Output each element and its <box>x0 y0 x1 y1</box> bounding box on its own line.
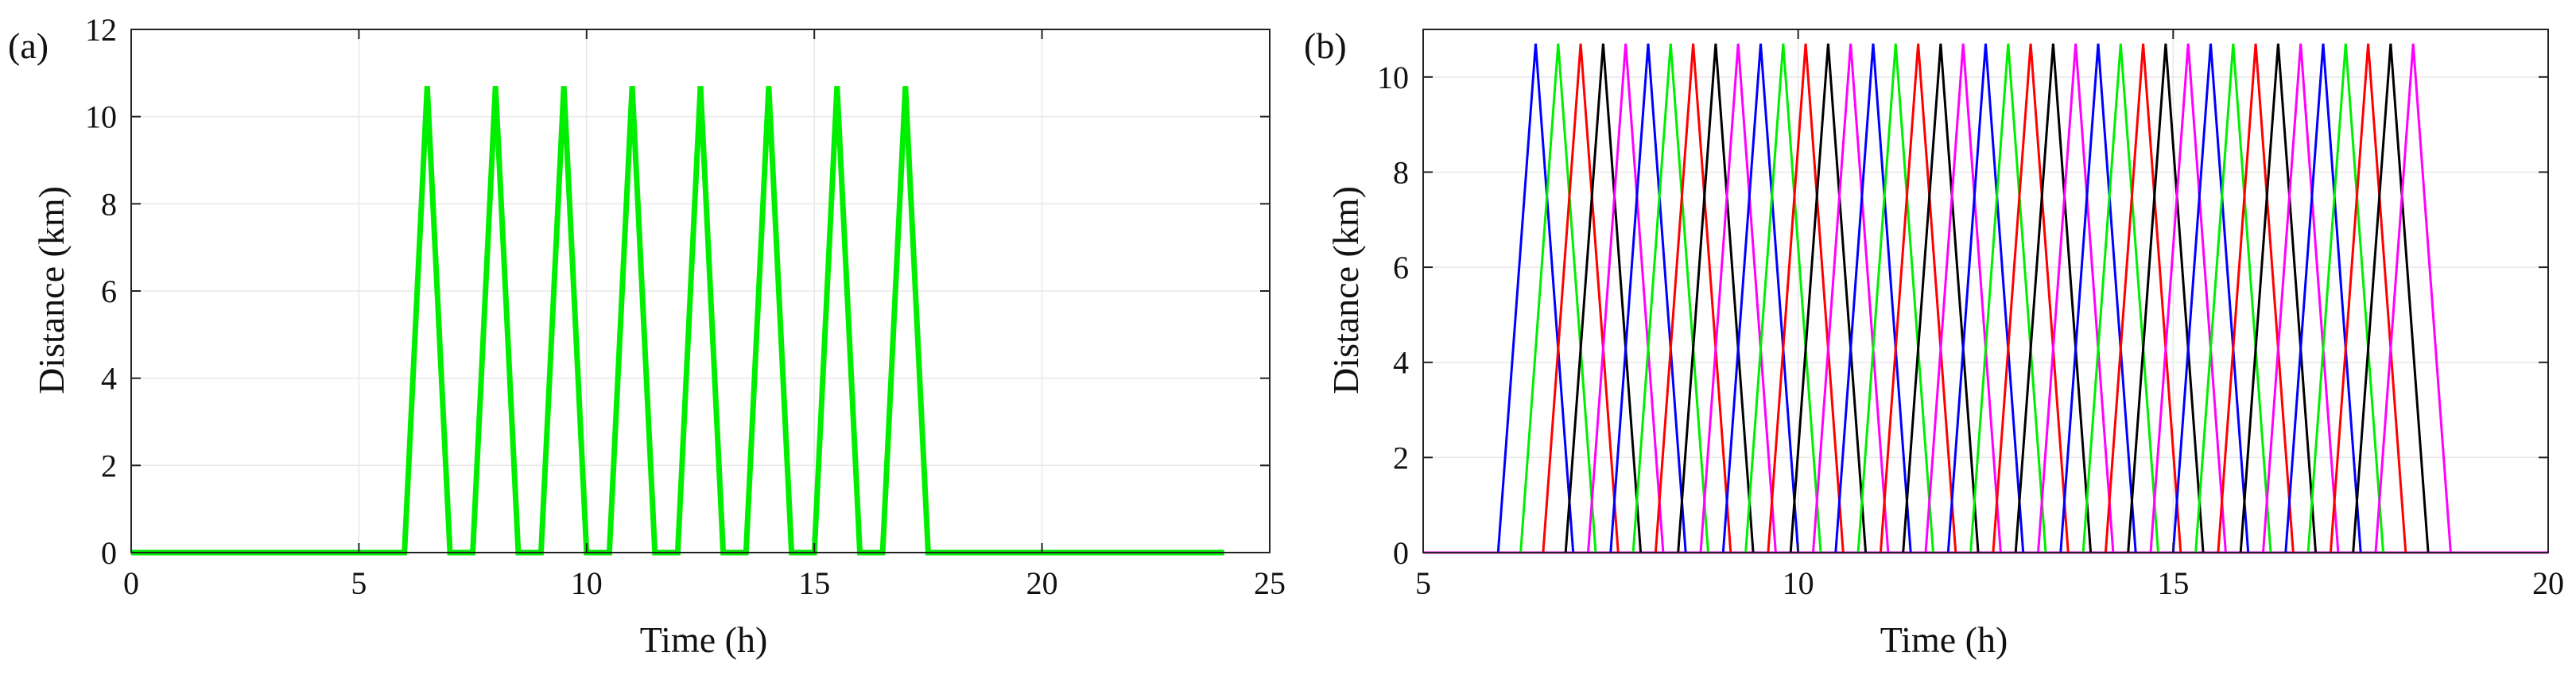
panel-b-trip-line <box>2104 43 2182 553</box>
panel-b-trip-line <box>1631 43 1709 553</box>
panel-a-x-tick-label: 5 <box>351 565 367 601</box>
panel-b-trip-line <box>1924 43 2002 553</box>
panel-b-trip-line <box>2149 43 2227 553</box>
panel-b-trip-line <box>2014 43 2093 553</box>
panel-b-axes-frame <box>1422 29 2549 553</box>
panel-b-plot-area <box>1423 43 2548 554</box>
panel-b-trip-line <box>1992 43 2070 553</box>
panel-b-trip-line <box>1789 43 1868 553</box>
panel-b-trip-line <box>2329 43 2407 553</box>
panel-b-trip-line <box>1902 43 1980 553</box>
panel-b-trip-line <box>1767 43 1845 553</box>
panel-b-trip-line <box>2284 43 2362 553</box>
panel-b-ticks <box>1422 29 2549 553</box>
panel-a-y-tick-label: 10 <box>85 99 117 135</box>
panel-b-trip-line <box>2217 43 2295 553</box>
panel-b: 5 10 15 20 0 2 4 6 8 10 (b) Time (h) Distance (k… <box>1304 25 2564 660</box>
panel-b-y-tick-label: 10 <box>1377 60 1409 95</box>
panel-a-tag: (a) <box>8 25 48 66</box>
panel-b-trip-line <box>1969 43 2047 553</box>
panel-b-y-tick-label: 6 <box>1393 250 1409 285</box>
panel-b-trip-line <box>1721 43 1800 553</box>
panel-b-tag: (b) <box>1304 25 1347 66</box>
panel-b-y-tick-labels: 0 2 4 6 8 10 <box>1377 60 1409 571</box>
panel-b-trip-line <box>2306 43 2384 553</box>
panel-a-x-tick-label: 10 <box>571 565 603 601</box>
panel-b-trip-line <box>2081 43 2159 553</box>
panel-b-trip-line <box>1834 43 1912 553</box>
panel-b-trip-line <box>2127 43 2205 553</box>
panel-b-trip-line <box>2239 43 2318 553</box>
panel-a-plot-area <box>131 86 1224 556</box>
panel-b-trip-line <box>1946 43 2025 553</box>
panel-b-trip-line <box>2374 43 2452 553</box>
panel-b-trip-line <box>2037 43 2115 553</box>
panel-b-trip-line <box>1654 43 1732 553</box>
panel-b-x-tick-label: 15 <box>2157 565 2189 601</box>
panel-a-x-axis-label: Time (h) <box>640 619 768 660</box>
panel-b-trip-line <box>2171 43 2250 553</box>
panel-a-y-tick-label: 0 <box>101 535 117 571</box>
panel-b-y-tick-label: 0 <box>1393 535 1409 571</box>
panel-b-trip-line <box>1496 43 1575 553</box>
panel-b-trip-line <box>1564 43 1643 553</box>
panel-b-trip-line <box>1587 43 1665 553</box>
panel-b-x-tick-label: 10 <box>1783 565 1814 601</box>
panel-a-y-tick-label: 12 <box>85 12 117 48</box>
panel-b-x-tick-label: 20 <box>2532 565 2564 601</box>
panel-a-series-line <box>131 86 1224 556</box>
panel-a-x-tick-label: 15 <box>798 565 830 601</box>
panel-b-trip-line <box>2059 43 2137 553</box>
panel-b-trip-line <box>1542 43 1620 553</box>
panel-a: 0 5 10 15 20 25 0 2 4 6 8 10 12 (a) Time (h) Distan… <box>8 12 1286 660</box>
panel-a-ticks <box>130 29 1271 553</box>
panel-a-y-tick-label: 6 <box>101 274 117 309</box>
panel-b-trip-line <box>2194 43 2272 553</box>
panel-a-x-tick-label: 20 <box>1026 565 1058 601</box>
panel-b-trip-line <box>1519 43 1597 553</box>
panel-b-trip-line <box>1856 43 1934 553</box>
panel-b-x-axis-label: Time (h) <box>1880 619 2008 660</box>
panel-a-y-tick-label: 8 <box>101 186 117 222</box>
panel-a-y-axis-label: Distance (km) <box>31 186 72 394</box>
panel-a-y-tick-labels: 0 2 4 6 8 10 12 <box>85 12 117 571</box>
panel-b-grid <box>1422 29 2549 553</box>
panel-b-trip-line <box>2352 43 2430 553</box>
panel-a-x-tick-label: 0 <box>123 565 139 601</box>
panel-a-x-tick-labels: 0 5 10 15 20 25 <box>123 565 1286 601</box>
panel-b-trip-line <box>1812 43 1890 553</box>
panel-b-trip-line <box>1744 43 1822 553</box>
panel-b-x-tick-labels: 5 10 15 20 <box>1415 565 2564 601</box>
panel-b-trip-line <box>1677 43 1755 553</box>
panel-b-y-tick-label: 8 <box>1393 154 1409 190</box>
panel-b-trip-line <box>1879 43 1957 553</box>
panel-b-y-tick-label: 2 <box>1393 440 1409 475</box>
panel-b-y-tick-label: 4 <box>1393 345 1409 381</box>
panel-b-trip-line <box>2262 43 2340 553</box>
panel-b-x-tick-label: 5 <box>1415 565 1431 601</box>
panel-b-y-axis-label: Distance (km) <box>1325 186 1366 394</box>
panel-b-trip-line <box>1609 43 1687 553</box>
panel-a-y-tick-label: 2 <box>101 448 117 483</box>
panel-a-y-tick-label: 4 <box>101 361 117 397</box>
panel-a-x-tick-label: 25 <box>1254 565 1286 601</box>
panel-b-trip-line <box>1699 43 1777 553</box>
